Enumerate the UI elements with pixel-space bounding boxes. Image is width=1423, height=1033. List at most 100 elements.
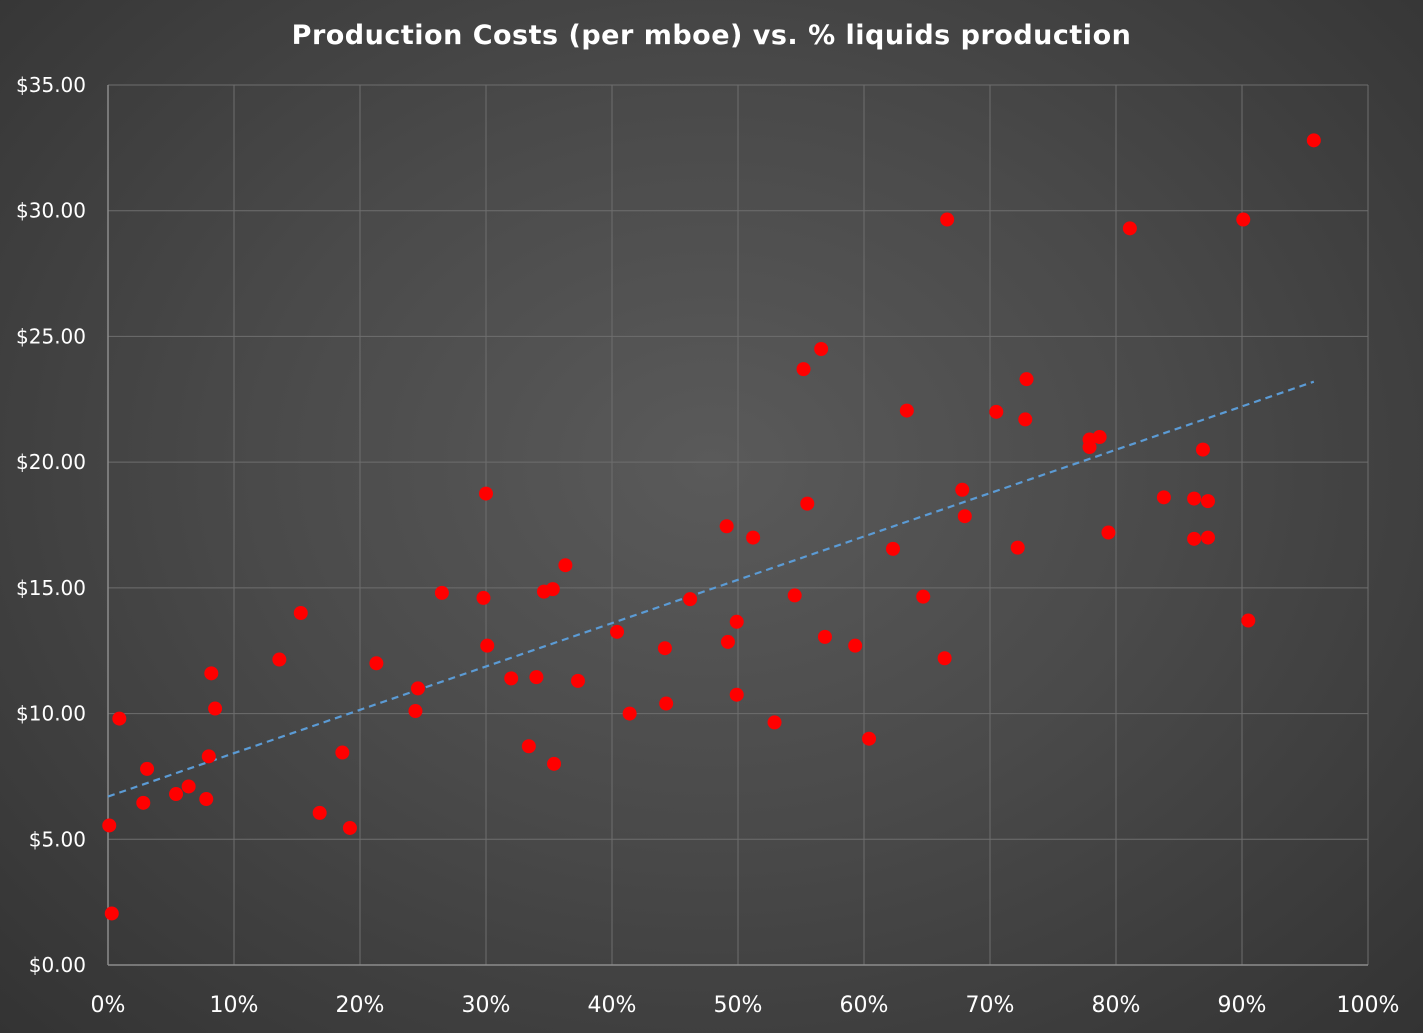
data-point (940, 212, 955, 227)
data-point (1187, 491, 1202, 506)
data-point (521, 739, 536, 754)
data-point (476, 590, 491, 605)
data-point (529, 670, 544, 685)
y-tick-label: $0.00 (29, 953, 86, 977)
x-tick-label: 80% (1092, 993, 1141, 1018)
x-tick-label: 90% (1218, 993, 1267, 1018)
data-point (1092, 430, 1107, 444)
data-point (659, 696, 674, 711)
data-points (102, 133, 1321, 921)
x-tick-label: 70% (966, 993, 1015, 1018)
x-tick-label: 40% (588, 993, 637, 1018)
data-point (862, 731, 877, 746)
gridlines (108, 84, 1369, 965)
data-point (1101, 525, 1116, 540)
data-point (720, 634, 735, 649)
data-point (937, 651, 952, 666)
data-point (1122, 221, 1137, 236)
data-point (622, 706, 637, 721)
data-point (1306, 133, 1321, 148)
data-point (410, 681, 425, 696)
data-point (434, 585, 449, 600)
data-point (201, 749, 216, 764)
data-point (817, 629, 832, 644)
data-point (140, 761, 155, 776)
data-point (746, 530, 761, 545)
data-point (729, 687, 744, 702)
data-point (787, 588, 802, 603)
trendline (107, 380, 1315, 798)
data-point (104, 906, 119, 921)
x-tick-label: 10% (210, 993, 259, 1018)
data-point (814, 342, 829, 356)
data-point (272, 652, 287, 667)
y-tick-label: $20.00 (16, 450, 86, 474)
data-point (1200, 530, 1215, 545)
data-point (957, 509, 972, 524)
y-tick-label: $5.00 (29, 827, 86, 851)
data-point (479, 486, 493, 501)
data-point (102, 818, 117, 833)
y-tick-label: $10.00 (16, 702, 86, 726)
x-tick-labels: 0% 10% 20% 30% 40% 50% 60% 70% 80% 90% 100% (91, 993, 1400, 1018)
x-tick-label: 60% (840, 993, 889, 1018)
data-point (657, 641, 672, 656)
data-point (136, 795, 151, 810)
data-point (1200, 494, 1215, 509)
data-point (729, 614, 744, 629)
data-point (796, 362, 811, 377)
data-point (199, 792, 214, 807)
data-point (369, 656, 384, 671)
y-tick-label: $25.00 (16, 324, 86, 348)
data-point (312, 805, 327, 820)
x-tick-label: 30% (462, 993, 511, 1018)
data-point (335, 745, 350, 760)
y-tick-label: $35.00 (16, 73, 86, 97)
data-point (504, 671, 519, 686)
x-tick-label: 50% (714, 993, 763, 1018)
data-point (767, 715, 782, 730)
data-point (1082, 440, 1097, 455)
data-point (885, 541, 900, 556)
y-tick-label: $15.00 (16, 576, 86, 600)
data-point (610, 624, 625, 639)
data-point (1010, 540, 1025, 555)
data-point (800, 496, 815, 511)
x-tick-label: 20% (336, 993, 385, 1018)
trendline-layer (107, 380, 1315, 798)
x-tick-label: 0% (91, 993, 126, 1018)
data-point (916, 589, 931, 604)
data-point (204, 666, 219, 681)
data-point (293, 606, 308, 620)
data-point (1241, 613, 1256, 628)
chart-title: Production Costs (per mboe) vs. % liquid… (291, 20, 1132, 51)
data-point (848, 638, 863, 653)
data-point (1156, 490, 1171, 505)
x-tick-label: 100% (1337, 993, 1400, 1018)
data-point (342, 820, 357, 835)
data-point (558, 558, 573, 573)
data-point (547, 756, 562, 771)
data-point (181, 779, 196, 794)
data-point (899, 403, 914, 418)
y-tick-label: $30.00 (16, 199, 86, 223)
data-point (408, 704, 423, 719)
y-tick-labels: $0.00 $5.00 $10.00 $15.00 $20.00 $25.00 $30.00… (16, 73, 86, 977)
data-point (1195, 442, 1210, 457)
data-point (169, 787, 184, 802)
data-point (1018, 412, 1033, 427)
data-point (570, 673, 585, 688)
data-point (112, 711, 127, 726)
data-point (719, 519, 734, 534)
data-point (1187, 531, 1202, 546)
data-point (1019, 372, 1034, 387)
data-point (989, 404, 1004, 419)
data-point (955, 482, 970, 497)
data-point (1236, 212, 1251, 227)
data-point (480, 638, 495, 653)
data-point (208, 701, 223, 716)
data-point (683, 592, 698, 607)
axes (107, 85, 1368, 966)
